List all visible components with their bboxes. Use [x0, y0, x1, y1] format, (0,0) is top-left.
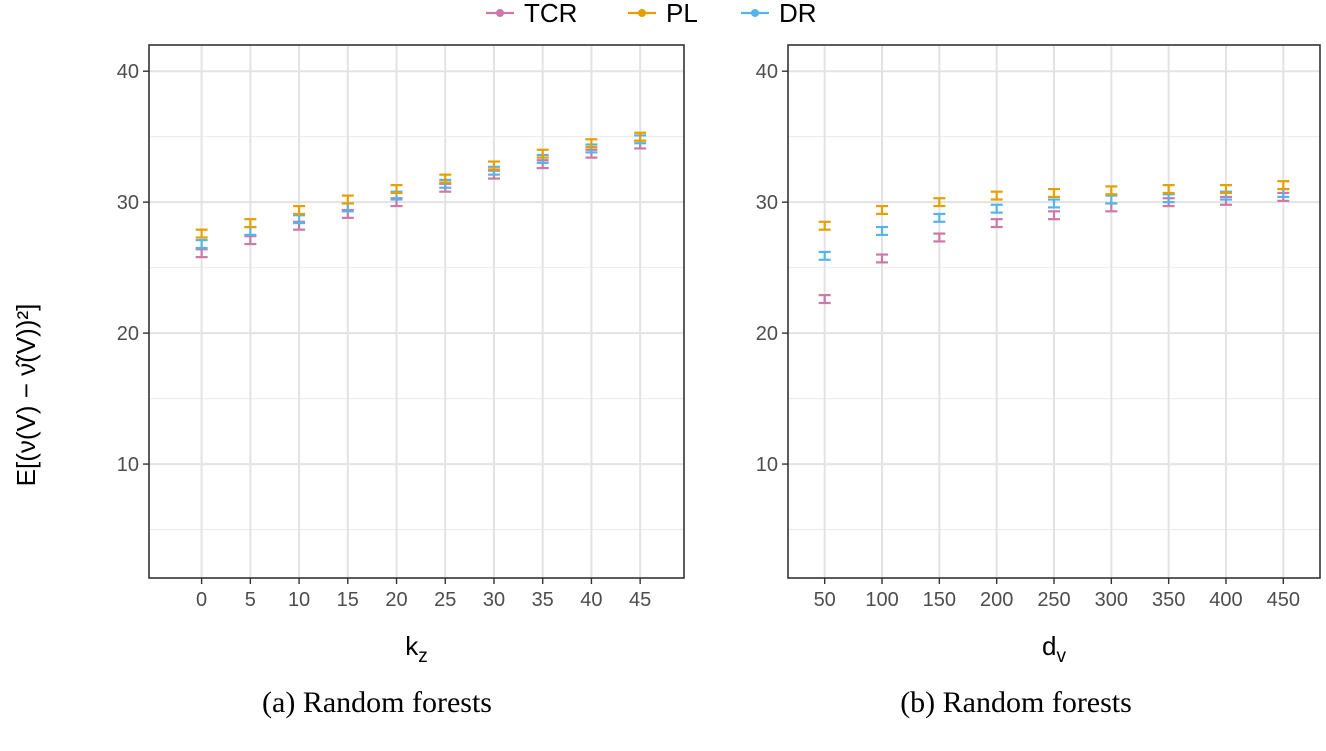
y-tick-label: 20 — [117, 323, 139, 345]
errorbar-dr — [195, 239, 208, 250]
gridlines — [149, 45, 684, 578]
errorbar-dr — [818, 250, 831, 261]
x-tick-label: 100 — [865, 589, 898, 611]
x-tick-label: 200 — [980, 589, 1013, 611]
error-bars — [818, 180, 1290, 305]
legend-label: PL — [666, 0, 698, 28]
x-axis: 0 5 10 15 20 25 30 35 40 45 — [196, 578, 651, 611]
x-tick-label: 250 — [1037, 589, 1070, 611]
y-axis: 10 20 30 40 — [117, 61, 149, 476]
errorbar-dr — [933, 212, 946, 223]
errorbar-tcr — [990, 218, 1003, 229]
errorbar-dr — [1105, 194, 1118, 205]
errorbar-tcr — [195, 248, 208, 259]
x-tick-label: 450 — [1267, 589, 1300, 611]
errorbar-tcr — [244, 235, 257, 246]
errorbar-pl — [390, 184, 403, 195]
series-dr — [818, 187, 1290, 261]
errorbar-pl — [1219, 184, 1232, 195]
y-tick-label: 20 — [756, 323, 778, 345]
x-tick-label: 10 — [288, 589, 310, 611]
errorbar-dr — [244, 225, 257, 236]
errorbar-dr — [1048, 198, 1060, 209]
series-dr — [195, 134, 647, 250]
y-axis-title: E[(ν(V) − ν̂(V))²] — [11, 304, 41, 487]
panel-border — [148, 44, 685, 579]
errorbar-pl — [341, 194, 354, 205]
errorbar-dr — [990, 203, 1003, 214]
legend-item-dr: DR — [741, 0, 817, 28]
panel-b: 10 20 30 40 50 100 150 200 250 300 350 400 450 dv (b) … — [756, 44, 1321, 719]
errorbar-pl — [634, 131, 647, 142]
y-tick-label: 40 — [117, 61, 139, 83]
errorbar-tcr — [1105, 202, 1118, 213]
errorbar-pl — [818, 220, 831, 231]
errorbar-pl — [244, 218, 257, 229]
errorbar-pl — [195, 228, 208, 239]
legend-label: DR — [779, 0, 817, 28]
legend-label: TCR — [524, 0, 577, 28]
y-tick-label: 10 — [756, 454, 778, 476]
errorbar-tcr — [1048, 210, 1060, 221]
legend-key-point — [638, 9, 646, 17]
errorbar-pl — [933, 197, 946, 208]
x-tick-label: 15 — [337, 589, 359, 611]
x-tick-label: 350 — [1152, 589, 1185, 611]
errorbar-pl — [1048, 187, 1060, 199]
errorbar-pl — [487, 160, 500, 171]
x-tick-label: 45 — [629, 589, 651, 611]
x-axis-title: dv — [1042, 631, 1066, 667]
errorbar-pl — [585, 138, 598, 149]
legend-item-tcr: TCR — [486, 0, 577, 28]
x-tick-label: 50 — [814, 589, 836, 611]
panel-a: 10 20 30 40 0 5 10 15 20 25 30 35 40 45 kz (a) Random f… — [117, 44, 685, 719]
x-tick-label: 25 — [434, 589, 456, 611]
error-bars — [195, 131, 647, 259]
errorbar-dr — [876, 225, 889, 236]
legend: TCR PL DR — [486, 0, 817, 28]
errorbar-pl — [536, 148, 549, 159]
series-tcr — [195, 139, 647, 259]
x-tick-label: 150 — [923, 589, 956, 611]
x-tick-label: 20 — [385, 589, 407, 611]
y-tick-label: 40 — [756, 61, 778, 83]
x-tick-label: 30 — [483, 589, 505, 611]
legend-key-point — [751, 9, 759, 17]
errorbar-pl — [1105, 185, 1118, 196]
x-tick-label: 0 — [196, 589, 207, 611]
errorbar-pl — [1162, 184, 1175, 195]
errorbar-pl — [1277, 180, 1290, 191]
errorbar-pl — [990, 190, 1003, 201]
x-tick-label: 40 — [580, 589, 602, 611]
y-tick-label: 30 — [117, 192, 139, 214]
legend-key-point — [496, 9, 504, 17]
x-tick-label: 400 — [1209, 589, 1242, 611]
panel-caption: (a) Random forests — [262, 686, 492, 719]
errorbar-tcr — [818, 294, 831, 305]
series-pl — [195, 131, 647, 239]
errorbar-dr — [293, 214, 306, 225]
x-axis-title: kz — [405, 631, 428, 667]
series-pl — [818, 180, 1290, 231]
x-tick-label: 300 — [1095, 589, 1128, 611]
y-tick-label: 10 — [117, 454, 139, 476]
errorbar-dr — [1162, 193, 1175, 204]
errorbar-tcr — [876, 253, 889, 264]
x-tick-label: 5 — [245, 589, 256, 611]
series-tcr — [818, 191, 1290, 305]
y-axis: 10 20 30 40 — [756, 61, 788, 476]
errorbar-tcr — [933, 232, 946, 243]
errorbar-pl — [293, 204, 306, 216]
x-tick-label: 35 — [532, 589, 554, 611]
errorbar-pl — [439, 173, 452, 184]
x-axis: 50 100 150 200 250 300 350 400 450 — [814, 578, 1300, 611]
gridlines — [788, 45, 1320, 578]
y-tick-label: 30 — [756, 192, 778, 214]
errorbar-pl — [876, 204, 889, 216]
panel-caption: (b) Random forests — [900, 686, 1132, 719]
legend-item-pl: PL — [628, 0, 698, 28]
